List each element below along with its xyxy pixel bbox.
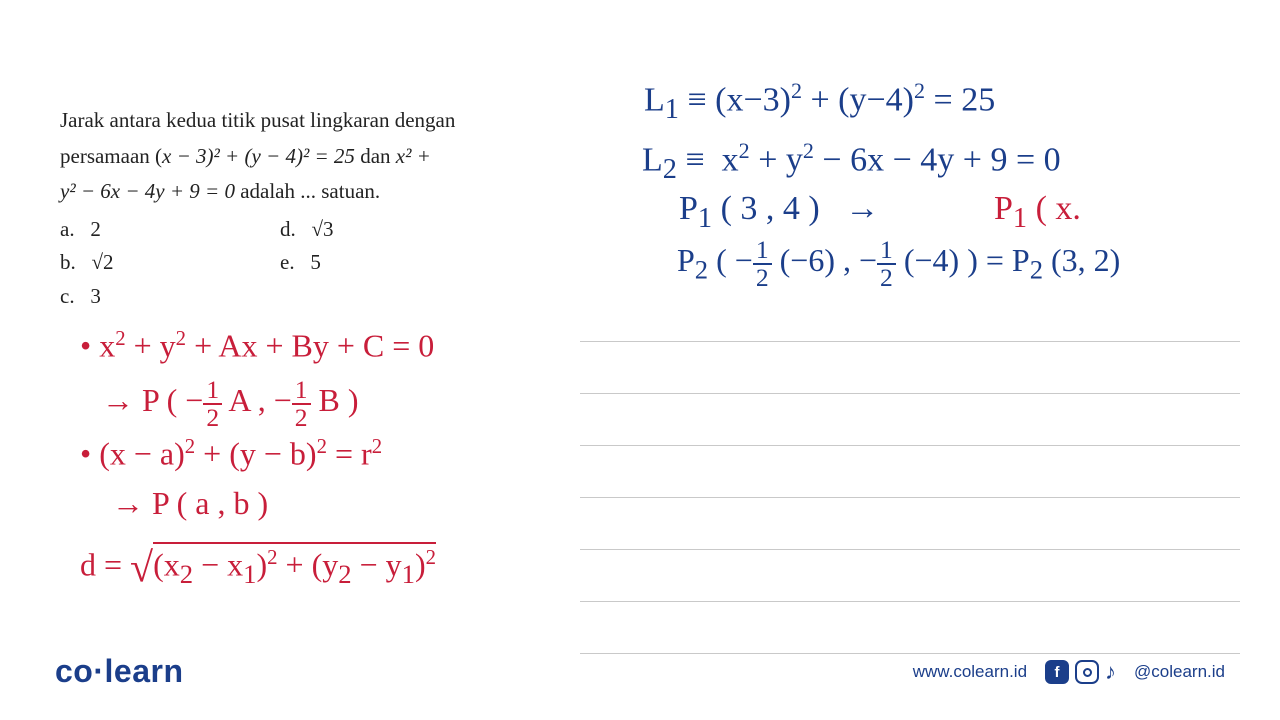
footer-url: www.colearn.id	[913, 662, 1027, 682]
logo-right: learn	[105, 653, 184, 689]
option-a: a. 2	[60, 214, 280, 246]
social-icons: f ♪	[1045, 659, 1116, 685]
page: Jarak antara kedua titik pusat lingkaran…	[0, 0, 1280, 720]
logo: co·learn	[55, 653, 183, 690]
footer-handle: @colearn.id	[1134, 662, 1225, 682]
problem-line-1: Jarak antara kedua titik pusat lingkaran…	[60, 105, 580, 137]
problem-text: Jarak antara kedua titik pusat lingkaran…	[60, 105, 580, 314]
handwriting-blue-4: P2 ( −12 (−6) , −12 (−4) ) = P2 (3, 2)	[645, 200, 1120, 327]
instagram-icon	[1075, 660, 1099, 684]
handwriting-red-5: d = √(x2 − x1)2 + (y2 − y1)2	[48, 505, 436, 630]
problem-line-3: y² − 6x − 4y + 9 = 0 adalah ... satuan.	[60, 176, 580, 208]
option-b: b. √2	[60, 247, 280, 279]
option-d: d. √3	[280, 214, 500, 246]
footer-right: www.colearn.id f ♪ @colearn.id	[913, 659, 1225, 685]
option-e: e. 5	[280, 247, 500, 279]
problem-line-2: persamaan (x − 3)² + (y − 4)² = 25 dan x…	[60, 141, 580, 173]
logo-dot: ·	[93, 653, 104, 689]
logo-left: co	[55, 653, 93, 689]
ruled-lines	[580, 290, 1240, 650]
facebook-icon: f	[1045, 660, 1069, 684]
tiktok-icon: ♪	[1105, 659, 1116, 685]
